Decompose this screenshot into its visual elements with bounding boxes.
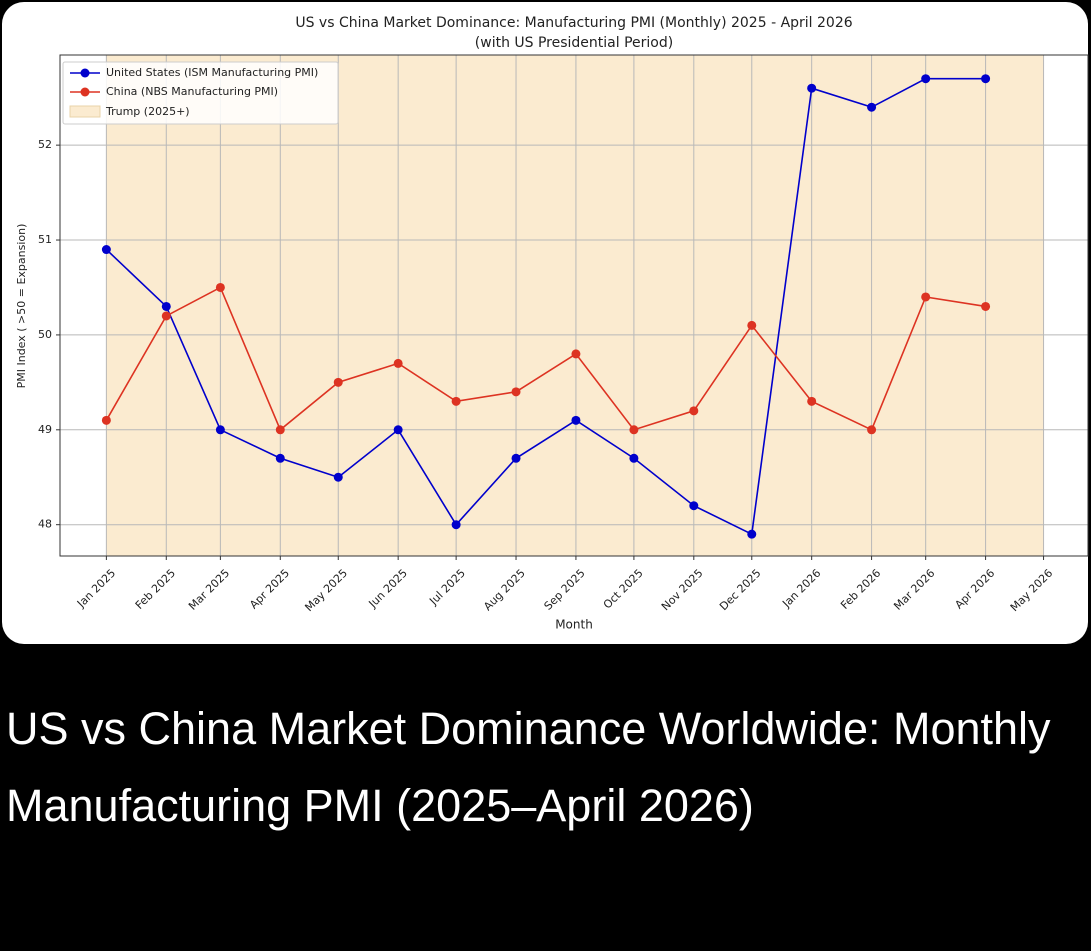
legend-swatch [69, 105, 101, 118]
series-marker [275, 425, 285, 435]
series-marker [921, 292, 931, 302]
series-marker [215, 425, 225, 435]
series-marker [333, 377, 343, 387]
legend-label: China (NBS Manufacturing PMI) [106, 85, 278, 98]
series-marker [275, 453, 285, 463]
series-line [105, 286, 986, 432]
series-marker [807, 83, 817, 93]
legend-box [62, 61, 339, 125]
legend: United States (ISM Manufacturing PMI) Chi… [62, 61, 339, 125]
y-tick-label: 50 [38, 328, 52, 341]
series-marker [747, 529, 757, 539]
series-marker [981, 74, 991, 84]
series-marker [867, 102, 877, 112]
plot-frame [59, 54, 1089, 557]
series-marker [689, 406, 699, 416]
series-marker [333, 472, 343, 482]
chart-card: US vs China Market Dominance: Manufactur… [2, 2, 1089, 644]
y-tick-label: 52 [38, 138, 52, 151]
series-marker [807, 396, 817, 406]
series-marker [629, 425, 639, 435]
series-marker [511, 387, 521, 397]
legend-label: United States (ISM Manufacturing PMI) [106, 66, 318, 79]
series-marker [867, 425, 877, 435]
series-line [105, 77, 986, 536]
series-marker [689, 501, 699, 511]
series-marker [747, 320, 757, 330]
series-marker [161, 311, 171, 321]
y-tick-label: 49 [38, 423, 52, 436]
series-marker [101, 245, 111, 255]
legend-marker [80, 87, 90, 97]
series-marker [571, 349, 581, 359]
series-marker [629, 453, 639, 463]
series-marker [101, 415, 111, 425]
y-tick-label: 48 [38, 518, 52, 531]
series-marker [215, 282, 225, 292]
series-marker [161, 301, 171, 311]
legend-label: Trump (2025+) [105, 105, 190, 118]
series-marker [511, 453, 521, 463]
caption: US vs China Market Dominance Worldwide: … [6, 703, 1051, 831]
series-marker [921, 74, 931, 84]
y-axis-label: PMI Index ( >50 = Expansion) [15, 224, 28, 389]
chart-subtitle: (with US Presidential Period) [475, 35, 673, 51]
series-marker [393, 358, 403, 368]
y-tick-label: 51 [38, 233, 52, 246]
span-shade [106, 55, 1044, 556]
chart-title: US vs China Market Dominance: Manufactur… [295, 15, 852, 31]
series-marker [393, 425, 403, 435]
series-marker [451, 520, 461, 530]
legend-marker [80, 68, 90, 78]
x-axis-label: Month [555, 618, 593, 632]
series-marker [571, 415, 581, 425]
series-marker [451, 396, 461, 406]
series-marker [981, 301, 991, 311]
